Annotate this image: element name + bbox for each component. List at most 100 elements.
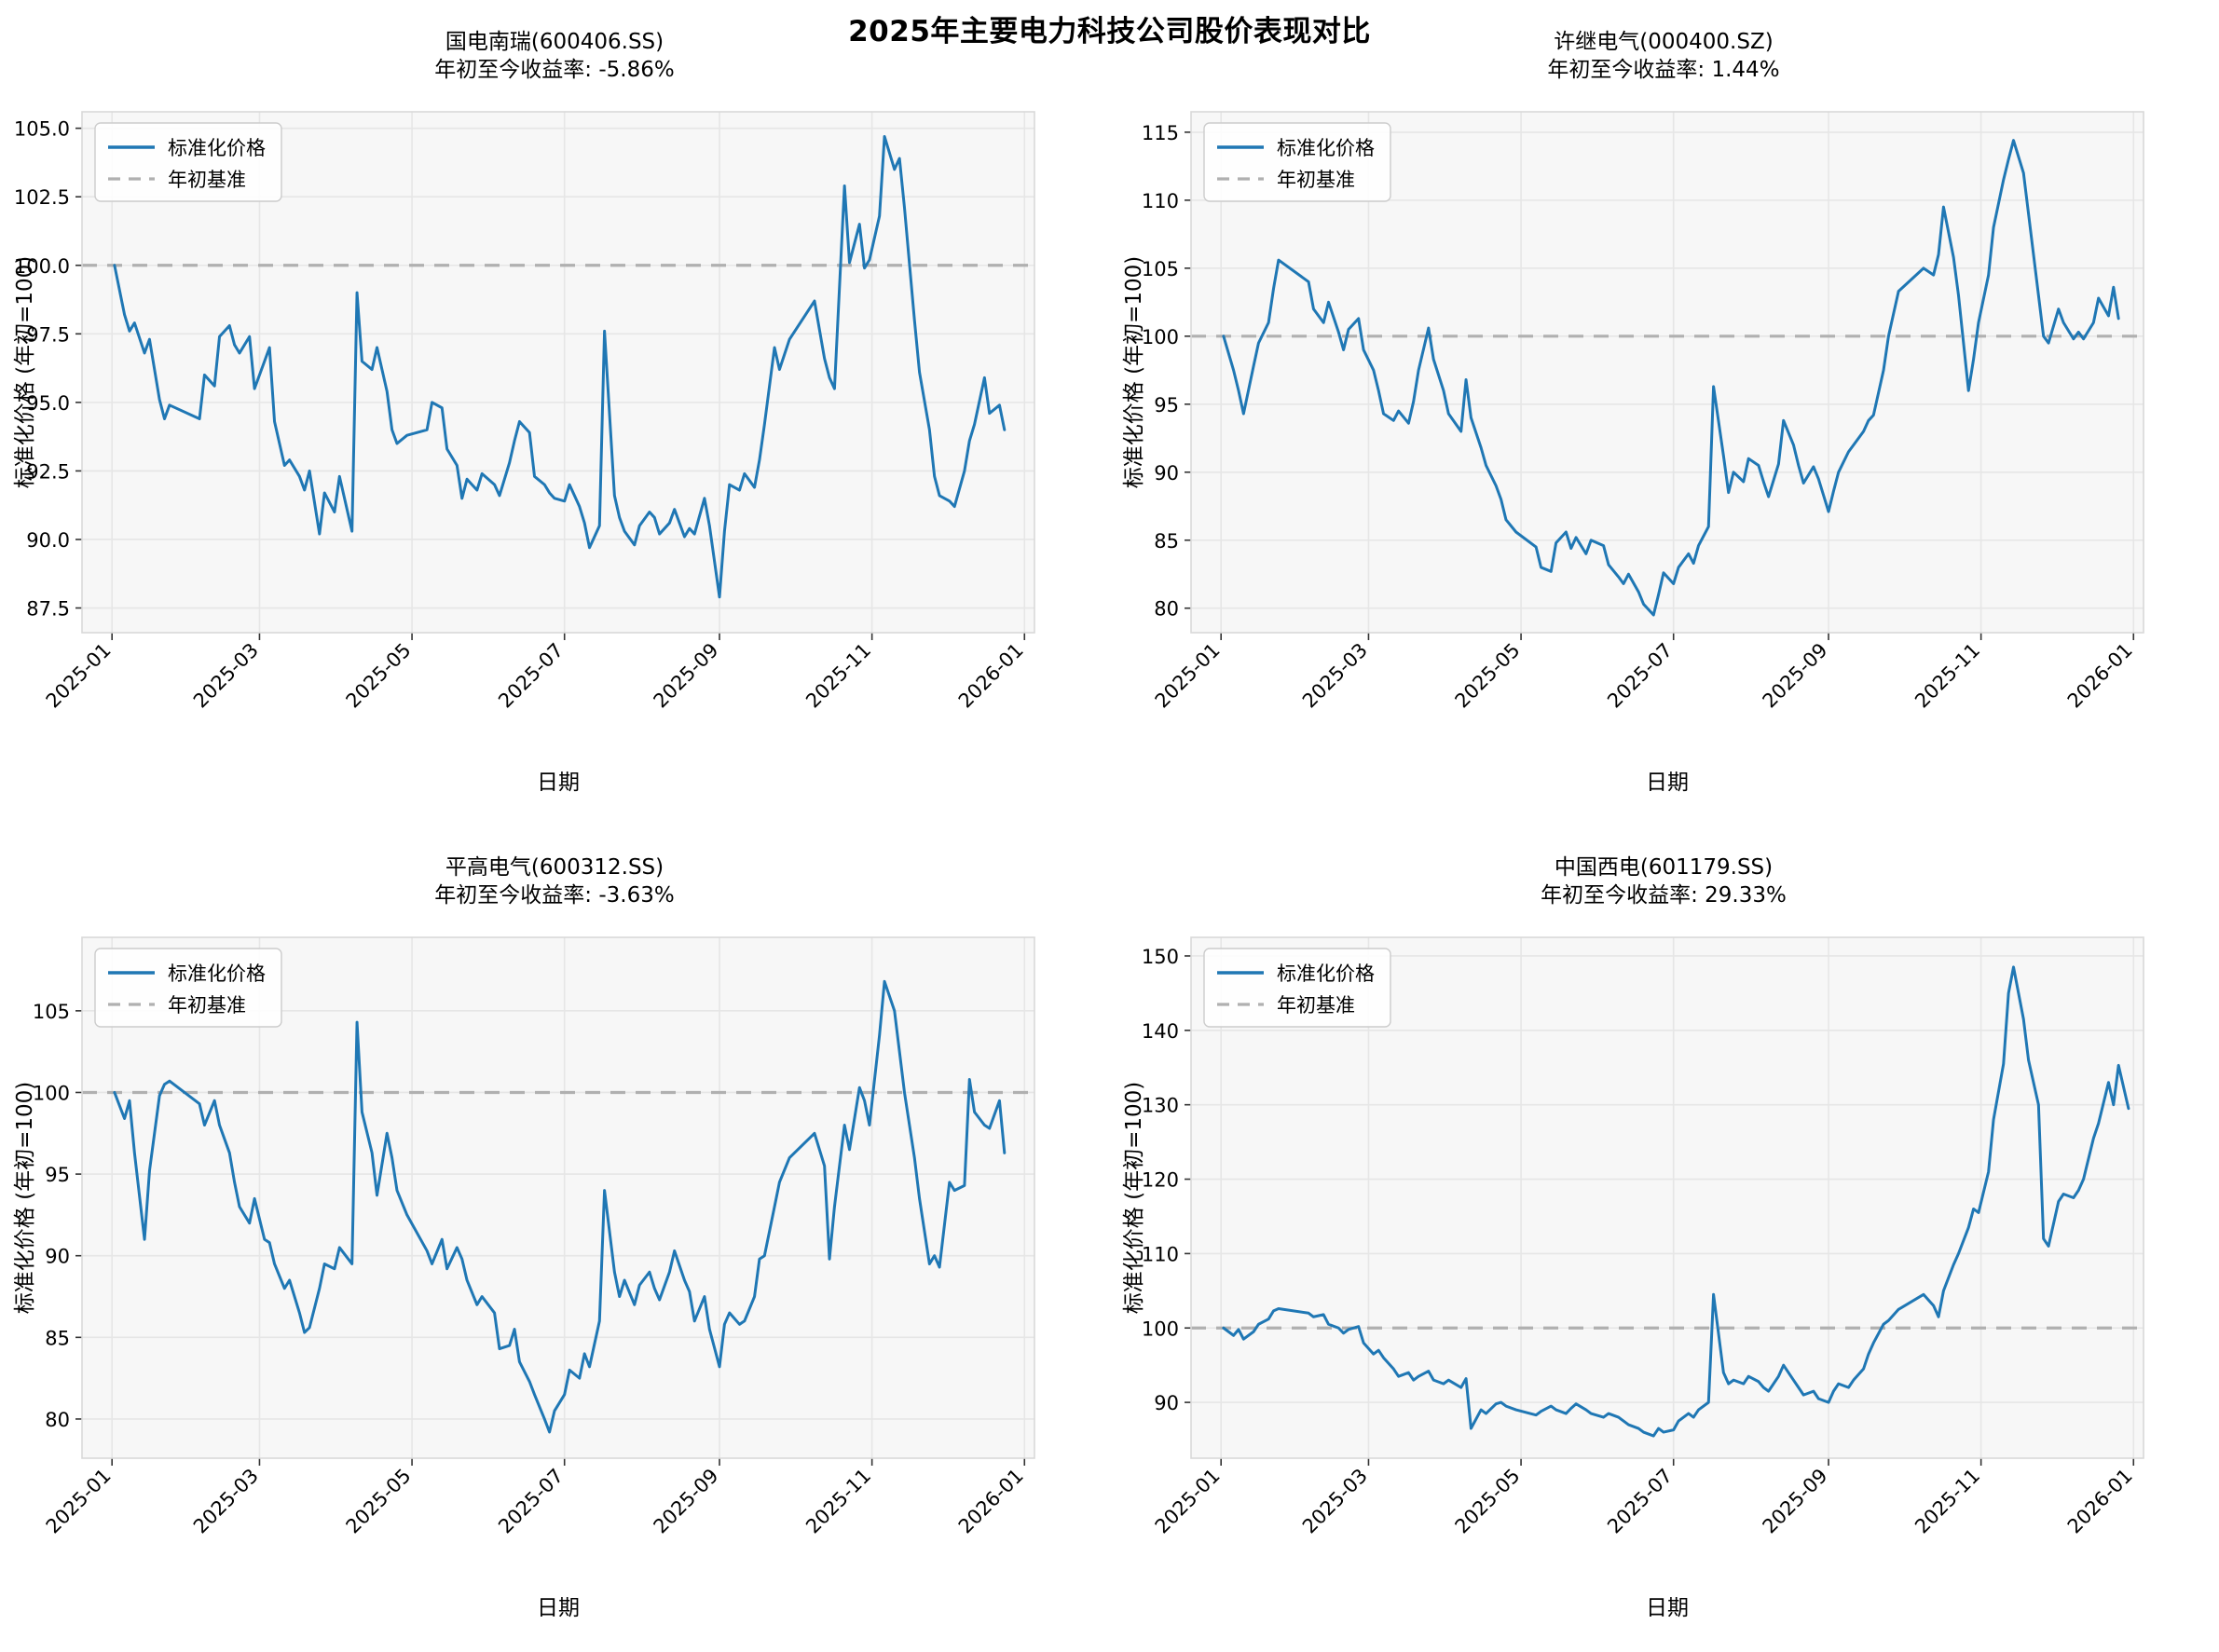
- x-tick-label: 2025-03: [189, 639, 263, 713]
- panel-title-4: 中国西电(601179.SS) 年初至今收益率: 29.33%: [1541, 855, 1787, 908]
- x-tick-label: 2025-11: [1911, 639, 1984, 713]
- y-tick-label: 120: [1142, 1169, 1179, 1192]
- y-tick-label: 115: [1142, 122, 1179, 144]
- x-tick-label: 2025-05: [1451, 1465, 1525, 1538]
- series-line-1: [113, 979, 1007, 1434]
- x-tick-label: 2025-07: [1603, 1465, 1677, 1538]
- legend-box: [1203, 948, 1391, 1028]
- y-tick-label: 140: [1142, 1020, 1179, 1043]
- panel-title-3: 平高电气(600312.SS) 年初至今收益率: -3.63%: [434, 855, 675, 908]
- x-tick-label: 2025-05: [342, 1465, 416, 1538]
- x-tick-label: 2025-01: [1151, 639, 1225, 713]
- y-tick-label: 80: [45, 1409, 70, 1431]
- x-axis-title: 日期: [537, 1596, 580, 1620]
- y-tick-label: 95: [45, 1164, 70, 1186]
- legend-label-1: 标准化价格: [168, 963, 266, 985]
- legend-label-2: 年初基准: [1277, 994, 1355, 1017]
- x-tick-label: 2025-09: [650, 639, 723, 713]
- axes-spines: [1190, 111, 2144, 634]
- x-tick-label: 2026-01: [2063, 1465, 2137, 1538]
- chart-panel-2: 许继电气(000400.SZ) 年初至今收益率: 1.44% 80 85 90 95 10…: [1109, 0, 2218, 826]
- grid: [82, 937, 1034, 1458]
- series-line-1: [1222, 139, 2120, 617]
- x-tick-label: 2025-07: [1603, 639, 1677, 713]
- y-axis: 80 85 90 95 100 105 110 115: [1142, 122, 1191, 621]
- panel-title-2: 许继电气(000400.SZ) 年初至今收益率: 1.44%: [1547, 30, 1780, 82]
- y-tick-label: 90: [1154, 462, 1179, 485]
- y-tick-label: 80: [1154, 598, 1179, 621]
- y-tick-label: 97.5: [26, 323, 70, 346]
- y-tick-label: 100: [1142, 1318, 1179, 1340]
- x-tick-label: 2025-11: [801, 639, 875, 713]
- x-axis: 2025-01 2025-03 2025-05 2025-07 2025-09 2025-…: [42, 1458, 1028, 1538]
- x-axis-title: 日期: [1646, 771, 1689, 795]
- y-axis: 80 85 90 95 100 105: [33, 1001, 82, 1431]
- x-axis-title: 日期: [537, 771, 580, 795]
- y-tick-label: 85: [1154, 530, 1179, 553]
- grid: [1191, 937, 2144, 1458]
- chart-panel-3: 平高电气(600312.SS) 年初至今收益率: -3.63% 80 85 90 95 1…: [0, 826, 1109, 1651]
- y-tick-label: 87.5: [26, 598, 70, 621]
- y-tick-label: 100: [1142, 326, 1179, 348]
- x-tick-label: 2025-09: [1759, 1465, 1832, 1538]
- y-tick-label: 150: [1142, 946, 1179, 968]
- legend-label-1: 标准化价格: [1277, 137, 1375, 159]
- legend-box: [94, 122, 282, 202]
- y-tick-label: 95.0: [26, 392, 70, 415]
- x-tick-label: 2025-03: [1298, 639, 1372, 713]
- x-tick-label: 2025-09: [1759, 639, 1832, 713]
- legend-box: [94, 948, 282, 1028]
- x-tick-label: 2026-01: [954, 639, 1028, 713]
- y-tick-label: 90: [1154, 1392, 1179, 1414]
- x-axis: 2025-01 2025-03 2025-05 2025-07 2025-09 2025-…: [42, 633, 1028, 713]
- figure-title: 2025年主要电力科技公司股价表现对比: [848, 15, 1371, 48]
- y-axis-title: 标准化价格 (年初=100): [1122, 1082, 1146, 1314]
- x-tick-label: 2025-11: [1911, 1465, 1984, 1538]
- legend-label-1: 标准化价格: [168, 137, 266, 159]
- x-tick-label: 2025-11: [801, 1465, 875, 1538]
- x-tick-label: 2025-07: [494, 639, 568, 713]
- x-axis-title: 日期: [1646, 1596, 1689, 1620]
- x-axis: 2025-01 2025-03 2025-05 2025-07 2025-09 2025-…: [1151, 633, 2137, 713]
- y-axis: 90 100 110 120 130 140 150: [1142, 946, 1191, 1414]
- x-tick-label: 2025-05: [342, 639, 416, 713]
- y-axis-title: 标准化价格 (年初=100): [13, 1082, 37, 1314]
- legend-label-2: 年初基准: [168, 169, 246, 191]
- legend-label-1: 标准化价格: [1277, 963, 1375, 985]
- plot-area-1: 87.5 90.0 92.5 95.0 97.5 100.0 102.5 105.0 2025-…: [13, 111, 1035, 795]
- y-tick-label: 85: [45, 1327, 70, 1349]
- legend-label-2: 年初基准: [168, 994, 246, 1017]
- legend-box: [1203, 122, 1391, 202]
- x-tick-label: 2025-01: [42, 1465, 116, 1538]
- y-axis-title: 标准化价格 (年初=100): [1122, 256, 1146, 488]
- panel-title-1: 国电南瑞(600406.SS) 年初至今收益率: -5.86%: [434, 30, 675, 82]
- series-line-1: [1222, 965, 2130, 1438]
- chart-panel-1: 国电南瑞(600406.SS) 年初至今收益率: -5.86% 87.5 90.0 9…: [0, 0, 1109, 826]
- series-line-1: [113, 134, 1007, 599]
- y-tick-label: 90: [45, 1246, 70, 1268]
- y-tick-label: 105: [1142, 258, 1179, 280]
- axes-spines: [81, 111, 1035, 634]
- y-tick-label: 92.5: [26, 460, 70, 483]
- plot-area-4: 90 100 110 120 130 140 150 2025-01 2025-03 2025-0…: [1122, 936, 2144, 1620]
- x-tick-label: 2025-03: [1298, 1465, 1372, 1538]
- y-tick-label: 130: [1142, 1095, 1179, 1117]
- y-tick-label: 110: [1142, 1243, 1179, 1265]
- x-tick-label: 2026-01: [2063, 639, 2137, 713]
- axes-spines: [1190, 936, 2144, 1459]
- x-tick-label: 2025-09: [650, 1465, 723, 1538]
- chart-panel-4: 中国西电(601179.SS) 年初至今收益率: 29.33% 90 100 110 1…: [1109, 826, 2218, 1651]
- x-tick-label: 2025-01: [1151, 1465, 1225, 1538]
- y-tick-label: 105: [33, 1001, 70, 1023]
- x-tick-label: 2025-07: [494, 1465, 568, 1538]
- y-tick-label: 95: [1154, 394, 1179, 416]
- axes-spines: [81, 936, 1035, 1459]
- y-tick-label: 90.0: [26, 529, 70, 552]
